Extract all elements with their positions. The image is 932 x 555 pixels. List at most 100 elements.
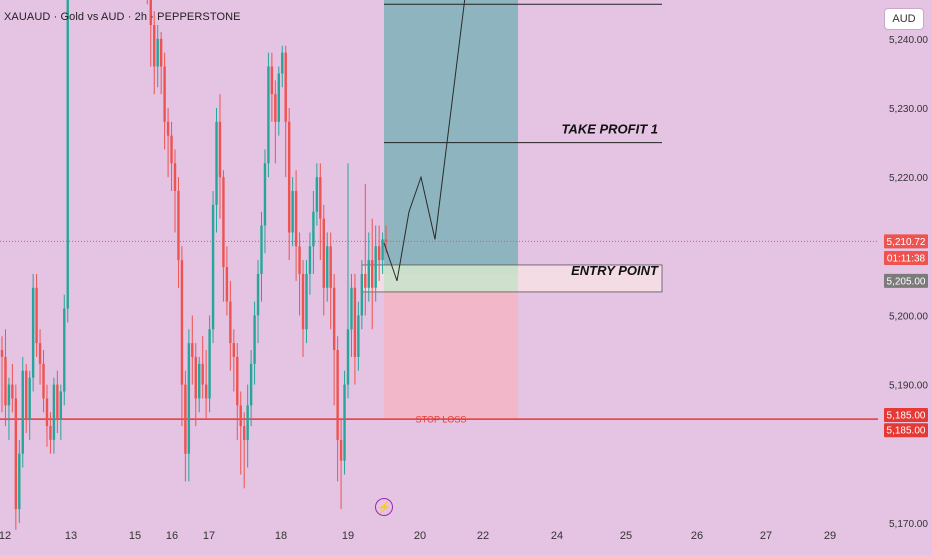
candle — [146, 0, 148, 5]
candle — [184, 370, 187, 482]
candle-body — [357, 315, 360, 357]
candle — [35, 273, 38, 357]
candle — [49, 412, 52, 454]
candle — [267, 52, 270, 178]
candle-body — [294, 190, 298, 247]
candle — [249, 350, 253, 427]
candle — [0, 336, 4, 413]
candle — [364, 184, 367, 316]
y-tick-label: 5,220.00 — [889, 173, 928, 184]
candle — [63, 294, 66, 406]
annotation-label: STOP LOSS — [416, 415, 467, 425]
candles — [0, 0, 388, 530]
candle-body — [246, 405, 249, 440]
candle-body — [163, 66, 166, 122]
candle — [198, 356, 201, 413]
candle-body — [364, 273, 367, 288]
candle — [215, 107, 218, 233]
candle — [260, 211, 263, 302]
candle — [239, 391, 242, 475]
candle-body — [360, 273, 364, 316]
candle — [56, 370, 59, 433]
candle-body — [277, 73, 280, 122]
candle-body — [239, 405, 242, 427]
candle — [236, 343, 239, 440]
candle-body — [346, 329, 350, 385]
candle — [284, 45, 287, 178]
symbol-title[interactable]: XAUAUD · Gold vs AUD · 2h · PEPPERSTONE — [4, 11, 241, 23]
price-badge: 5,210.72 — [884, 234, 928, 249]
candle — [298, 232, 301, 316]
candle — [201, 336, 204, 399]
candle-body — [274, 94, 277, 122]
flash-icon[interactable]: ⚡ — [375, 498, 393, 516]
candle — [256, 260, 260, 344]
candle — [343, 370, 346, 475]
candle-body — [170, 135, 173, 164]
y-tick-label: 5,170.00 — [889, 519, 928, 530]
axes: 5,250.005,240.005,230.005,220.005,200.00… — [0, 35, 928, 542]
candle-body — [236, 356, 239, 406]
candle — [371, 218, 374, 330]
candle-body — [377, 246, 381, 261]
candle-body — [353, 287, 357, 357]
candle-body — [249, 363, 253, 406]
candle — [294, 170, 298, 281]
price-badge-bg — [884, 408, 928, 423]
candle — [211, 190, 215, 344]
x-tick-label: 16 — [166, 530, 178, 542]
candle — [246, 384, 249, 468]
candle-body — [194, 356, 197, 399]
candle-body — [63, 308, 66, 392]
candle-body — [215, 121, 218, 205]
price-badge-bg — [884, 251, 928, 266]
candle-body — [222, 177, 225, 268]
x-tick-label: 15 — [129, 530, 141, 542]
candle — [232, 329, 236, 392]
candle — [45, 384, 49, 447]
candle — [21, 356, 24, 468]
y-tick-label: 5,240.00 — [889, 35, 928, 46]
candle-body — [229, 301, 232, 344]
x-tick-label: 25 — [620, 530, 632, 542]
candle — [177, 177, 180, 288]
candle — [353, 273, 357, 385]
candle-body — [4, 356, 7, 406]
candle — [350, 273, 353, 357]
candle-body — [287, 121, 291, 233]
candle-body — [59, 391, 63, 420]
candle — [315, 163, 319, 226]
candle-body — [21, 370, 24, 454]
candle-body — [7, 384, 11, 406]
candle-body — [153, 25, 156, 67]
candle-body — [367, 260, 370, 288]
x-tick-label: 26 — [691, 530, 703, 542]
candle — [156, 25, 159, 88]
candle-body — [38, 343, 42, 364]
candle — [322, 204, 325, 316]
currency-button[interactable]: AUD — [884, 8, 924, 30]
x-tick-label: 12 — [0, 530, 11, 542]
candle — [319, 163, 322, 261]
candle — [25, 363, 28, 433]
price-badge-text: 5,185.00 — [887, 426, 926, 437]
candle — [7, 377, 11, 440]
candle — [308, 232, 312, 295]
projection-line — [383, 0, 466, 282]
candle — [377, 225, 381, 281]
price-badge-text: 5,210.72 — [887, 237, 926, 248]
candle-body — [180, 260, 184, 385]
candle-body — [384, 239, 388, 242]
price-badge-bg — [884, 273, 928, 288]
candle — [173, 149, 177, 233]
price-badge-text: 5,185.00 — [887, 411, 926, 422]
candle-body — [298, 246, 301, 274]
candle — [194, 343, 197, 427]
candle — [329, 232, 332, 330]
price-badge: 5,205.00 — [884, 273, 928, 288]
candle-body — [66, 0, 69, 309]
candle-body — [156, 38, 159, 67]
candle-body — [45, 398, 49, 427]
